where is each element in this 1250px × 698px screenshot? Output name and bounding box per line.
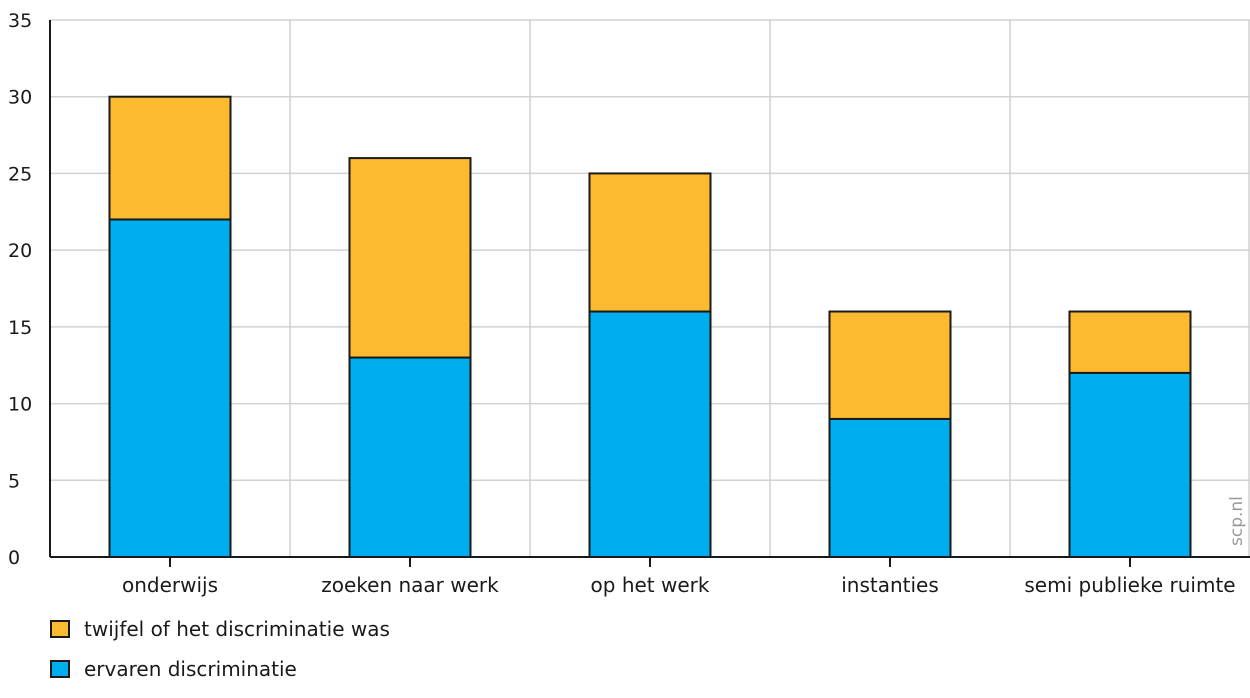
bar-segment-twijfel-2: [588, 172, 712, 313]
axes: [49, 20, 1250, 567]
y-tick-label: 0: [8, 547, 20, 569]
bars: [108, 95, 1192, 558]
bar-segment-ervaren-2: [588, 310, 712, 558]
x-tick-label: semi publieke ruimte: [1024, 573, 1235, 597]
y-tick-label: 25: [8, 163, 32, 185]
bar-segment-twijfel-4: [1068, 310, 1192, 374]
legend-item-doubt: twijfel of het discriminatie was: [50, 617, 390, 641]
bar-segment-ervaren-1: [348, 356, 472, 558]
legend-label-doubt: twijfel of het discriminatie was: [84, 617, 390, 641]
bar-segment-ervaren-3: [828, 417, 952, 558]
x-tick-label: zoeken naar werk: [321, 573, 499, 597]
legend-item-experienced: ervaren discriminatie: [50, 657, 390, 681]
legend-swatch-experienced: [50, 660, 70, 678]
x-tick-label: instanties: [841, 573, 939, 597]
watermark-text: scp.nl: [1227, 496, 1247, 546]
y-tick-label: 10: [8, 394, 32, 416]
bar-segment-ervaren-0: [108, 218, 232, 558]
y-tick-label: 15: [8, 317, 32, 339]
bar-segment-twijfel-1: [348, 157, 472, 359]
legend-label-experienced: ervaren discriminatie: [84, 657, 297, 681]
legend: twijfel of het discriminatie was ervaren…: [50, 617, 390, 698]
y-tick-label: 5: [8, 470, 20, 492]
x-tick-labels: onderwijs zoeken naar werk op het werk inst…: [122, 573, 1236, 597]
legend-swatch-doubt: [50, 620, 70, 638]
y-tick-label: 30: [8, 87, 32, 109]
bar-segment-ervaren-4: [1068, 371, 1192, 558]
y-tick-label: 35: [8, 10, 32, 32]
bar-segment-twijfel-3: [828, 310, 952, 420]
y-tick-label: 20: [8, 240, 32, 262]
x-tick-label: onderwijs: [122, 573, 218, 597]
bar-segment-twijfel-0: [108, 95, 232, 221]
y-tick-labels: 0 5 10 15 20 25 30 35: [8, 10, 32, 569]
x-tick-label: op het werk: [591, 573, 710, 597]
stacked-bar-chart: 0 5 10 15 20 25 30 35 onderwijs zoeken naar werk…: [8, 10, 1250, 597]
